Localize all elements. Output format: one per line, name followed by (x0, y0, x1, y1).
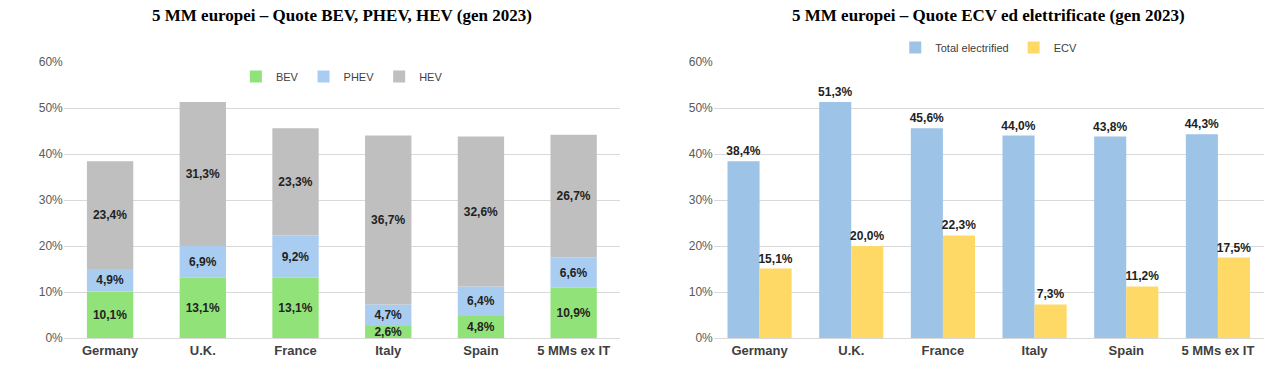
svg-text:44,0%: 44,0% (1001, 119, 1035, 133)
svg-text:Italy: Italy (375, 343, 402, 358)
svg-text:43,8%: 43,8% (1093, 120, 1127, 134)
svg-text:44,3%: 44,3% (1185, 117, 1219, 131)
svg-text:Germany: Germany (731, 343, 788, 358)
svg-text:HEV: HEV (419, 71, 442, 83)
svg-text:5 MM europei – Quote BEV, PHEV: 5 MM europei – Quote BEV, PHEV, HEV (gen… (152, 6, 532, 25)
svg-text:40%: 40% (39, 147, 63, 161)
svg-text:ECV: ECV (1054, 42, 1077, 54)
svg-text:France: France (922, 343, 965, 358)
svg-text:6,6%: 6,6% (560, 266, 588, 280)
svg-text:40%: 40% (689, 147, 713, 161)
svg-text:45,6%: 45,6% (910, 111, 944, 125)
svg-text:4,7%: 4,7% (374, 308, 402, 322)
svg-text:32,6%: 32,6% (464, 205, 498, 219)
svg-text:36,7%: 36,7% (371, 213, 405, 227)
svg-text:10%: 10% (689, 285, 713, 299)
svg-text:5 MM europei – Quote ECV ed el: 5 MM europei – Quote ECV ed elettrificat… (792, 6, 1185, 25)
svg-text:Total electrified: Total electrified (935, 42, 1008, 54)
svg-text:0%: 0% (45, 331, 63, 345)
svg-text:15,1%: 15,1% (758, 252, 792, 266)
svg-text:51,3%: 51,3% (818, 85, 852, 99)
svg-text:50%: 50% (39, 101, 63, 115)
svg-text:Italy: Italy (1022, 343, 1049, 358)
svg-text:22,3%: 22,3% (942, 218, 976, 232)
svg-text:PHEV: PHEV (344, 71, 375, 83)
svg-text:30%: 30% (689, 193, 713, 207)
svg-text:5 MMs ex IT: 5 MMs ex IT (537, 343, 610, 358)
svg-text:20%: 20% (39, 239, 63, 253)
svg-text:38,4%: 38,4% (726, 144, 760, 158)
svg-text:France: France (274, 343, 317, 358)
svg-text:Spain: Spain (463, 343, 498, 358)
svg-text:BEV: BEV (276, 71, 299, 83)
svg-text:6,4%: 6,4% (467, 294, 495, 308)
svg-text:13,1%: 13,1% (278, 301, 312, 315)
svg-text:50%: 50% (689, 101, 713, 115)
svg-text:4,9%: 4,9% (96, 273, 124, 287)
svg-text:20,0%: 20,0% (850, 229, 884, 243)
svg-text:23,3%: 23,3% (278, 175, 312, 189)
svg-text:9,2%: 9,2% (282, 250, 310, 264)
svg-text:30%: 30% (39, 193, 63, 207)
svg-text:0%: 0% (695, 331, 713, 345)
svg-text:20%: 20% (689, 239, 713, 253)
svg-text:26,7%: 26,7% (556, 189, 590, 203)
svg-text:11,2%: 11,2% (1125, 269, 1159, 283)
svg-text:10,9%: 10,9% (556, 306, 590, 320)
svg-text:17,5%: 17,5% (1217, 241, 1251, 255)
svg-text:60%: 60% (689, 55, 713, 69)
svg-text:13,1%: 13,1% (186, 301, 220, 315)
svg-text:U.K.: U.K. (838, 343, 864, 358)
svg-text:10%: 10% (39, 285, 63, 299)
svg-text:7,3%: 7,3% (1037, 287, 1065, 301)
svg-text:U.K.: U.K. (190, 343, 216, 358)
svg-text:6,9%: 6,9% (189, 255, 217, 269)
svg-text:31,3%: 31,3% (186, 167, 220, 181)
svg-text:Spain: Spain (1109, 343, 1144, 358)
svg-text:10,1%: 10,1% (93, 308, 127, 322)
svg-text:4,8%: 4,8% (467, 320, 495, 334)
svg-text:2,6%: 2,6% (374, 325, 402, 339)
svg-text:23,4%: 23,4% (93, 208, 127, 222)
svg-text:5 MMs ex IT: 5 MMs ex IT (1181, 343, 1254, 358)
svg-text:Germany: Germany (82, 343, 139, 358)
svg-text:60%: 60% (39, 55, 63, 69)
